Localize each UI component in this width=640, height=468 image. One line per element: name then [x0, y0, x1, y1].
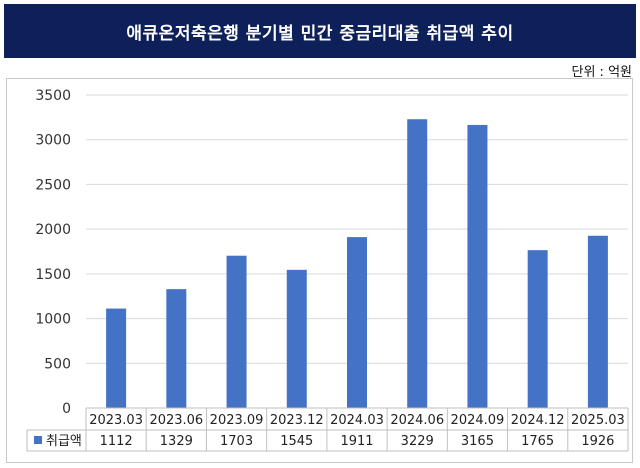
bar: [166, 289, 187, 408]
legend-label: 취급액: [46, 434, 82, 449]
y-tick-label: 1000: [35, 312, 71, 328]
bar: [106, 308, 127, 408]
bar: [347, 237, 367, 408]
x-tick-label: 2024.12: [511, 413, 565, 428]
x-tick-label: 2023.12: [270, 413, 324, 428]
y-tick-label: 0: [62, 401, 71, 417]
x-tick-label: 2023.09: [210, 413, 264, 428]
x-tick-label: 2025.03: [571, 413, 625, 428]
y-tick-label: 500: [44, 356, 71, 372]
bar: [407, 119, 428, 408]
bar: [587, 235, 608, 408]
chart-frame: 0 500 1000 1500 2000 2500 3000 3500 2023.03 2023.…: [6, 78, 633, 463]
unit-label: 단위 : 억원: [571, 65, 633, 80]
bar: [467, 124, 488, 409]
data-value-label: 3165: [461, 434, 494, 449]
y-tick-label: 3000: [35, 133, 71, 149]
data-value-label: 3229: [401, 434, 434, 449]
x-tick-label: 2023.03: [89, 413, 143, 428]
bar: [226, 255, 247, 408]
data-value-label: 1911: [340, 434, 373, 449]
x-tick-label: 2024.03: [330, 413, 384, 428]
x-tick-label: 2024.09: [451, 413, 505, 428]
data-value-label: 1926: [581, 434, 614, 449]
y-tick-label: 2000: [35, 222, 71, 238]
data-value-label: 1703: [220, 434, 253, 449]
bar: [527, 250, 548, 408]
legend-swatch: [34, 436, 42, 444]
chart-title: 애큐온저축은행 분기별 민간 중금리대출 취급액 추이: [4, 4, 636, 58]
data-value-label: 1765: [521, 434, 554, 449]
bar-chart: 0 500 1000 1500 2000 2500 3000 3500 2023.03 2023.…: [26, 88, 629, 452]
y-tick-label: 2500: [35, 177, 71, 193]
y-tick-label: 1500: [35, 267, 71, 283]
x-tick-label: 2024.06: [390, 413, 444, 428]
x-tick-label: 2023.06: [149, 413, 203, 428]
data-value-label: 1545: [280, 434, 313, 449]
bar: [286, 269, 307, 408]
data-value-label: 1329: [160, 434, 193, 449]
data-value-label: 1112: [100, 434, 133, 449]
y-tick-label: 3500: [35, 88, 71, 104]
